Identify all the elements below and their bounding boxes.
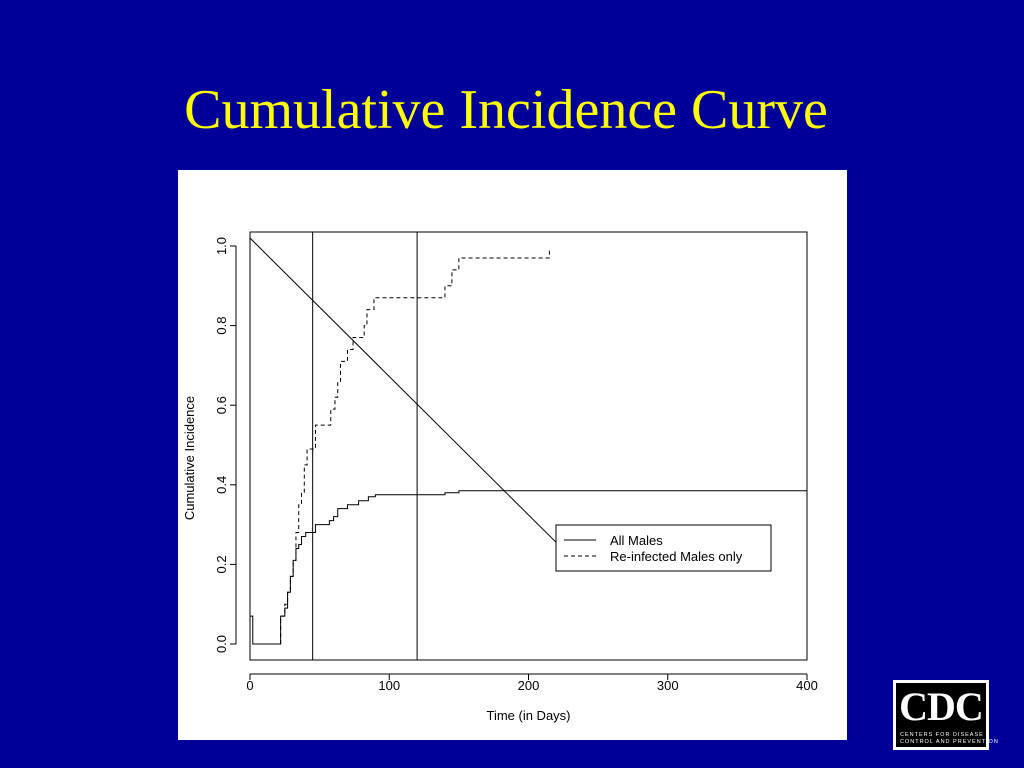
chart-svg: 0 100 200 300 400 0.0 0.2 0.4 0.6 0.8 1.0 All Male… [182,231,818,723]
cdc-logo: CDC CENTERS FOR DISEASE CONTROL AND PREV… [893,680,999,750]
x-tick-label: 200 [518,678,540,693]
cdc-logo-line-1: CENTERS FOR DISEASE [900,732,984,738]
plot-frame [249,231,808,661]
y-tick-label: 0.8 [214,317,229,335]
x-tick-label: 300 [657,678,679,693]
y-tick-label: 0.0 [214,635,229,653]
x-axis-label: Time (in Days) [486,708,570,723]
slide-title: Cumulative Incidence Curve [184,79,828,141]
series-line-all-males [250,490,807,645]
legend-label-all-males: All Males [610,533,663,548]
diagonal-reference-line [249,237,571,557]
cdc-logo-letters: CDC [899,684,984,729]
x-tick-label: 400 [796,678,818,693]
legend-label-reinfected-males: Re-infected Males only [610,549,743,564]
chart-panel: 0 100 200 300 400 0.0 0.2 0.4 0.6 0.8 1.0 All Male… [178,170,847,740]
cdc-logo-mark: CDC CENTERS FOR DISEASE CONTROL AND PREV… [896,683,999,747]
series-line-reinfected-males [280,249,550,644]
y-tick-label: 1.0 [214,237,229,255]
x-tick-label: 0 [246,678,253,693]
cdc-logo-line-2: CONTROL AND PREVENTION [900,739,999,745]
x-tick-label: 100 [378,678,400,693]
y-tick-label: 0.4 [214,476,229,494]
y-tick-label: 0.2 [214,555,229,573]
legend-box [555,524,772,572]
legend: All Males Re-infected Males only [555,524,772,572]
y-axis-label: Cumulative Incidence [182,396,197,520]
y-tick-label: 0.6 [214,396,229,414]
